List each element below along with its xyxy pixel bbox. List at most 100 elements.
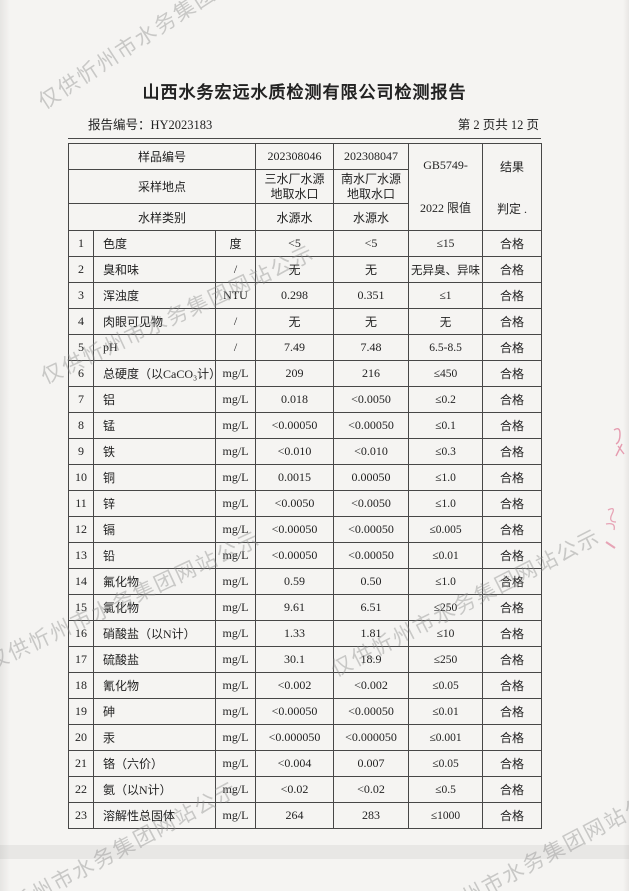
header-row-sample-id: 样品编号 202308046 202308047 GB5749- 2022 限值… <box>67 143 543 231</box>
result-value: 合格 <box>482 256 543 283</box>
sample2-value: <5 <box>333 230 410 257</box>
sample2-value: 283 <box>333 802 410 829</box>
page-indicator: 第 2 页共 12 页 <box>457 118 539 132</box>
sample1-value: <0.004 <box>255 750 335 777</box>
row-number: 2 <box>68 256 94 283</box>
sample2-value: <0.00050 <box>333 412 410 439</box>
result-value: 合格 <box>482 672 543 699</box>
result-header-line2: 判定 . <box>497 201 528 216</box>
unit-cell: mg/L <box>214 464 257 491</box>
parameter-name: 硫酸盐 <box>93 646 216 673</box>
limit-value: 无异臭、异味 <box>408 256 484 283</box>
row-number: 20 <box>68 724 94 751</box>
parameter-name: 浑浊度 <box>93 282 216 309</box>
unit-cell: mg/L <box>214 438 257 465</box>
table-row: 10 铜 mg/L 0.0015 0.00050 ≤1.0 合格 <box>68 464 543 491</box>
unit-cell: mg/L <box>214 750 257 777</box>
sample1-value: 0.59 <box>255 568 335 595</box>
parameter-name: 氯化物 <box>93 594 216 621</box>
table-row: 4 肉眼可见物 / 无 无 无 合格 <box>68 308 543 335</box>
row-number: 17 <box>68 646 94 673</box>
sample1-value: <0.00050 <box>255 698 335 725</box>
sample1-value: 264 <box>255 802 335 829</box>
unit-cell: mg/L <box>214 672 257 699</box>
limit-value: 无 <box>408 308 484 335</box>
unit-cell: 度 <box>214 230 257 257</box>
sample1-value: <0.010 <box>255 438 335 465</box>
result-value: 合格 <box>482 282 543 309</box>
sample-id-1: 202308046 <box>255 143 335 170</box>
limit-column-header: GB5749- 2022 限值 <box>408 143 484 231</box>
sample2-value: 0.50 <box>333 568 410 595</box>
unit-cell: mg/L <box>214 646 257 673</box>
sample1-value: 9.61 <box>255 594 335 621</box>
result-header-line1: 结果 <box>500 159 525 174</box>
table-row: 22 氨（以N计） mg/L <0.02 <0.02 ≤0.5 合格 <box>68 776 543 803</box>
sample2-value: 18.9 <box>333 646 410 673</box>
row-number: 9 <box>68 438 94 465</box>
limit-value: ≤1 <box>408 282 484 309</box>
unit-cell: mg/L <box>214 360 257 387</box>
result-column-header: 结果 判定 . <box>482 143 543 231</box>
sample1-value: 无 <box>255 256 335 283</box>
table-row: 20 汞 mg/L <0.000050 <0.000050 ≤0.001 合格 <box>68 724 543 751</box>
parameter-name: 铜 <box>93 464 216 491</box>
result-value: 合格 <box>482 776 543 803</box>
water-type-2: 水源水 <box>333 203 410 231</box>
limit-value: ≤0.1 <box>408 412 484 439</box>
sample2-value: <0.00050 <box>333 698 410 725</box>
limit-value: ≤0.5 <box>408 776 484 803</box>
row-number: 1 <box>68 230 94 257</box>
sample2-value: <0.00050 <box>333 516 410 543</box>
limit-value: ≤15 <box>408 230 484 257</box>
sample1-value: <0.0050 <box>255 490 335 517</box>
table-row: 7 铝 mg/L 0.018 <0.0050 ≤0.2 合格 <box>68 386 543 413</box>
result-value: 合格 <box>482 516 543 543</box>
location-2-line2: 地取水口 <box>347 186 396 201</box>
location-label: 采样地点 <box>67 169 257 204</box>
limit-value: ≤1.0 <box>408 568 484 595</box>
scan-shadow-right <box>623 0 629 891</box>
parameter-name: 肉眼可见物 <box>93 308 216 335</box>
table-row: 11 锌 mg/L <0.0050 <0.0050 ≤1.0 合格 <box>68 490 543 517</box>
row-number: 3 <box>68 282 94 309</box>
sample2-value: <0.0050 <box>333 490 410 517</box>
sample2-value: 无 <box>333 256 410 283</box>
result-value: 合格 <box>482 750 543 777</box>
row-number: 12 <box>68 516 94 543</box>
sample1-value: 209 <box>255 360 335 387</box>
scan-artifact-band <box>0 845 629 859</box>
header-row-location: 采样地点 三水厂水源 地取水口 南水厂水源 地取水口 <box>67 169 542 204</box>
water-type-label: 水样类别 <box>67 203 257 231</box>
location-1-line2: 地取水口 <box>270 186 319 201</box>
limit-value: ≤0.005 <box>408 516 484 543</box>
table-row: 23 溶解性总固体 mg/L 264 283 ≤1000 合格 <box>68 802 543 829</box>
table-row: 6 总硬度（以CaCO₃计） mg/L 209 216 ≤450 合格 <box>68 360 543 387</box>
row-number: 19 <box>68 698 94 725</box>
result-value: 合格 <box>482 334 543 361</box>
sample1-value: <0.00050 <box>255 542 335 569</box>
row-number: 7 <box>68 386 94 413</box>
table-row: 18 氰化物 mg/L <0.002 <0.002 ≤0.05 合格 <box>68 672 543 699</box>
sample2-value: 216 <box>333 360 410 387</box>
limit-value: ≤0.3 <box>408 438 484 465</box>
parameter-name: 氟化物 <box>93 568 216 595</box>
location-1: 三水厂水源 地取水口 <box>255 169 335 204</box>
sample2-value: 1.81 <box>333 620 410 647</box>
parameter-name: 镉 <box>93 516 216 543</box>
limit-value: ≤450 <box>408 360 484 387</box>
table-row: 21 铬（六价） mg/L <0.004 0.007 ≤0.05 合格 <box>68 750 543 777</box>
result-value: 合格 <box>482 698 543 725</box>
sample2-value: 无 <box>333 308 410 335</box>
report-number: 报告编号：HY2023183 <box>88 118 213 132</box>
limit-value: ≤10 <box>408 620 484 647</box>
sample2-value: <0.00050 <box>333 542 410 569</box>
limit-header-line1: GB5749- <box>423 158 468 172</box>
sample2-value: 0.00050 <box>333 464 410 491</box>
result-value: 合格 <box>482 412 543 439</box>
row-number: 21 <box>68 750 94 777</box>
unit-cell: mg/L <box>214 620 257 647</box>
parameter-name: 锌 <box>93 490 216 517</box>
table-row: 17 硫酸盐 mg/L 30.1 18.9 ≤250 合格 <box>68 646 543 673</box>
